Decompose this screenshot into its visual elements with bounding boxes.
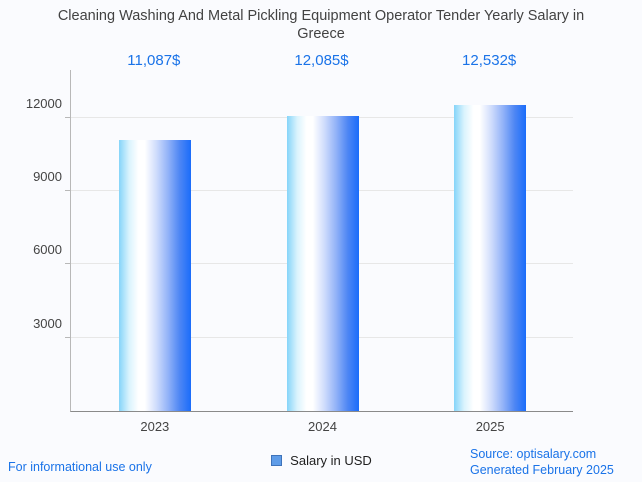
disclaimer-text: For informational use only xyxy=(8,460,152,474)
chart-title: Cleaning Washing And Metal Pickling Equi… xyxy=(49,8,594,43)
source-link[interactable]: Source: optisalary.com xyxy=(470,447,597,461)
source-block: Source: optisalary.com Generated Februar… xyxy=(470,446,614,478)
bar-value-label: 12,532$ xyxy=(462,52,517,69)
y-axis-tick-label: 3000 xyxy=(33,315,62,331)
y-tick-mark xyxy=(65,263,71,265)
plot-area: 3000 6000 9000 12000 2023 2024 2025 xyxy=(26,70,573,434)
x-axis-tick-label: 2025 xyxy=(475,419,505,434)
y-axis-tick-label: 12000 xyxy=(25,95,62,111)
bar-2025[interactable] xyxy=(454,104,527,411)
bar-2023[interactable] xyxy=(118,140,191,411)
bar-value-label: 12,085$ xyxy=(294,52,349,69)
generated-date: Generated February 2025 xyxy=(470,463,614,477)
x-axis-tick-label: 2024 xyxy=(308,419,337,434)
bar-value-label: 11,087$ xyxy=(127,52,181,69)
y-tick-mark xyxy=(65,116,71,118)
chart-legend: Salary in USD xyxy=(70,453,573,468)
bar-2024[interactable] xyxy=(286,115,359,411)
y-tick-mark xyxy=(65,190,71,192)
chart-title-line2: in Greece xyxy=(297,8,585,42)
x-axis-tick-label: 2023 xyxy=(140,419,170,434)
legend-label: Salary in USD xyxy=(290,453,372,468)
legend-swatch-icon xyxy=(271,455,283,466)
y-axis-tick-label: 9000 xyxy=(33,169,62,185)
chart-title-line1: Cleaning Washing And Metal Pickling Equi… xyxy=(57,8,569,24)
y-tick-mark xyxy=(65,336,71,338)
y-axis-tick-label: 6000 xyxy=(33,242,62,258)
